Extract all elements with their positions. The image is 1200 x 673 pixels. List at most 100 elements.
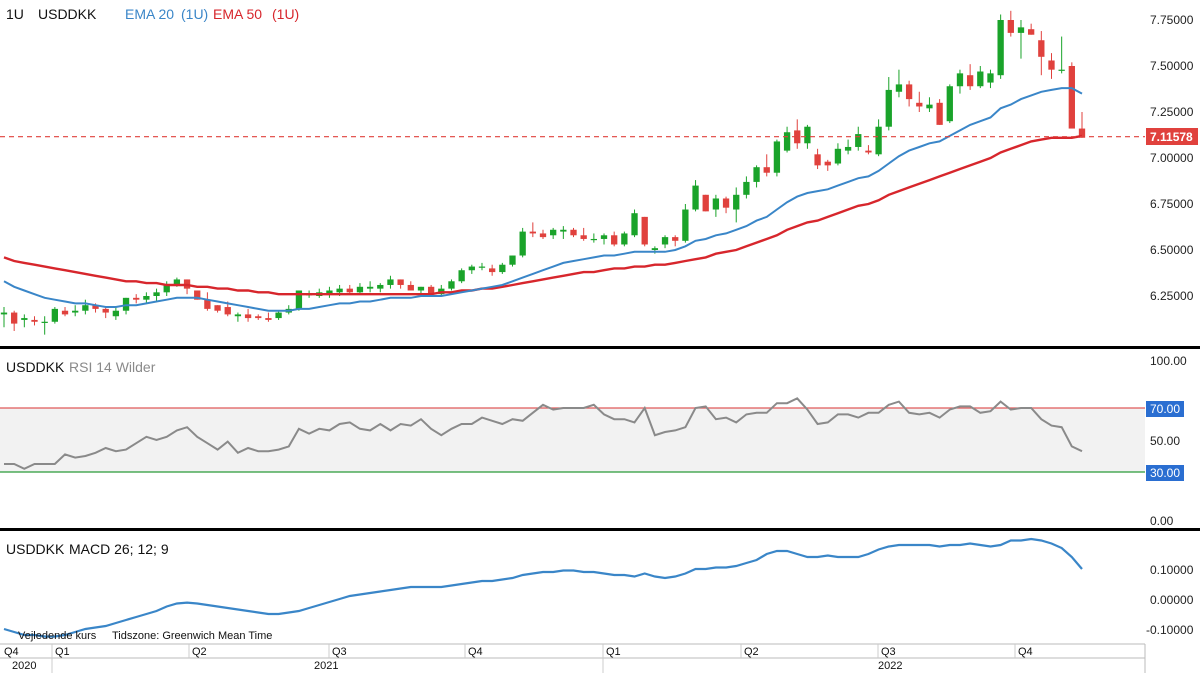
rsi-panel[interactable]: 100.00 50.00 0.00 70.00 30.00 USDDKK RSI… — [0, 354, 1187, 528]
year-label: 2022 — [878, 660, 902, 672]
rsi-tick: 0.00 — [1150, 514, 1174, 528]
rsi-title: RSI 14 Wilder — [69, 359, 156, 375]
last-price-badge-bg — [1146, 128, 1198, 145]
candle-up — [875, 126, 882, 155]
source-note: Vejledende kurs — [18, 630, 97, 642]
price-plot-area[interactable] — [0, 0, 1145, 347]
candle-down — [702, 194, 709, 212]
candle-down — [255, 316, 262, 319]
candle-up — [163, 284, 170, 293]
candle-up — [773, 141, 781, 173]
ema50-legend-label: EMA 50 — [213, 6, 262, 22]
candle-down — [133, 297, 140, 300]
rsi-upper-value: 70.00 — [1150, 402, 1180, 416]
rsi-tick: 100.00 — [1150, 354, 1187, 368]
rsi-upper-badge-bg — [1146, 401, 1184, 417]
symbol-label: USDDKK — [38, 6, 97, 22]
candle-up — [834, 148, 842, 164]
candle-up — [295, 290, 303, 309]
candle-down — [265, 318, 272, 320]
price-panel[interactable]: 7.75000 7.50000 7.25000 7.00000 6.75000 … — [0, 0, 1198, 347]
candle-up — [661, 237, 669, 245]
candle-up — [326, 290, 333, 295]
candle-down — [905, 84, 913, 100]
candle-up — [997, 20, 1004, 76]
candle-up — [173, 279, 181, 285]
candle-up — [682, 209, 689, 241]
interval-label: 1U — [6, 6, 24, 22]
candle-down — [1078, 128, 1086, 138]
candle-down — [1027, 29, 1035, 35]
macd-line — [3, 537, 1083, 638]
candle-up — [417, 286, 425, 291]
quarter-label: Q4 — [4, 646, 19, 658]
candle-down — [580, 235, 587, 239]
candle-up — [855, 134, 862, 147]
candle-up — [275, 312, 282, 319]
candle-up — [51, 308, 59, 322]
candle-up — [72, 310, 79, 313]
candle-up — [387, 279, 394, 285]
time-axis[interactable]: Q4 Q1 Q2 Q3 Q4 Q1 Q2 Q3 Q4 2020 2021 202… — [0, 643, 1146, 673]
quarter-label: Q3 — [332, 646, 347, 658]
price-tick: 7.00000 — [1150, 151, 1194, 165]
candle-up — [692, 185, 699, 210]
year-label: 2020 — [12, 660, 36, 672]
quarter-label: Q2 — [192, 646, 207, 658]
candle-down — [194, 290, 201, 300]
candle-down — [214, 305, 221, 311]
quarter-label: Q2 — [744, 646, 759, 658]
macd-tick: 0.10000 — [1150, 563, 1194, 577]
price-tick: 6.75000 — [1150, 197, 1194, 211]
quarter-label: Q3 — [881, 646, 896, 658]
quarter-label: Q4 — [1018, 646, 1033, 658]
candle-up — [590, 238, 598, 241]
price-axis[interactable]: 7.75000 7.50000 7.25000 7.00000 6.75000 … — [1150, 13, 1194, 303]
ema20-line — [3, 87, 1083, 312]
candle-down — [61, 310, 69, 315]
candle-up — [844, 146, 852, 151]
candle-down — [916, 102, 923, 107]
candle-up — [82, 305, 89, 311]
candle-down — [824, 161, 831, 166]
candle-down — [672, 237, 679, 241]
ema50-legend-param: (1U) — [272, 6, 299, 22]
panel-separator[interactable] — [0, 528, 1200, 531]
candle-up — [743, 181, 750, 195]
candle-up — [651, 248, 659, 250]
candle-up — [458, 270, 465, 282]
candle-up — [753, 167, 760, 182]
candle-up — [234, 314, 242, 317]
timezone-note: Tidszone: Greenwich Mean Time — [112, 630, 272, 642]
rsi-line — [4, 397, 1083, 470]
candle-up — [377, 284, 384, 289]
candle-down — [1007, 20, 1014, 33]
candle-up — [560, 229, 567, 232]
rsi-band — [0, 408, 1145, 472]
candle-down — [92, 305, 99, 309]
candle-down — [814, 154, 821, 166]
candle-up — [600, 235, 608, 239]
candle-up — [956, 73, 964, 87]
candle-down — [936, 102, 943, 125]
candle-up — [712, 198, 720, 210]
rsi-lower-badge: 30.00 — [1146, 465, 1184, 481]
candle-up — [926, 104, 933, 109]
candle-up — [977, 71, 984, 87]
candle-up — [987, 73, 994, 83]
candle-down — [1068, 66, 1075, 129]
candle-down — [31, 319, 38, 322]
candle-down — [722, 198, 730, 208]
macd-symbol-label: USDDKK — [6, 541, 65, 557]
macd-panel[interactable]: 0.10000 0.00000 -0.10000 USDDKK MACD 26;… — [3, 537, 1194, 642]
quarter-label: Q1 — [606, 646, 621, 658]
candle-up — [1058, 69, 1065, 71]
panel-separator[interactable] — [0, 346, 1200, 349]
candle-up — [143, 296, 150, 300]
candle-down — [570, 229, 577, 236]
price-legend: 1U USDDKK EMA 20 (1U) EMA 50 (1U) — [6, 6, 299, 22]
rsi-tick: 50.00 — [1150, 434, 1180, 448]
candle-down — [966, 75, 974, 87]
candle-up — [478, 266, 486, 268]
